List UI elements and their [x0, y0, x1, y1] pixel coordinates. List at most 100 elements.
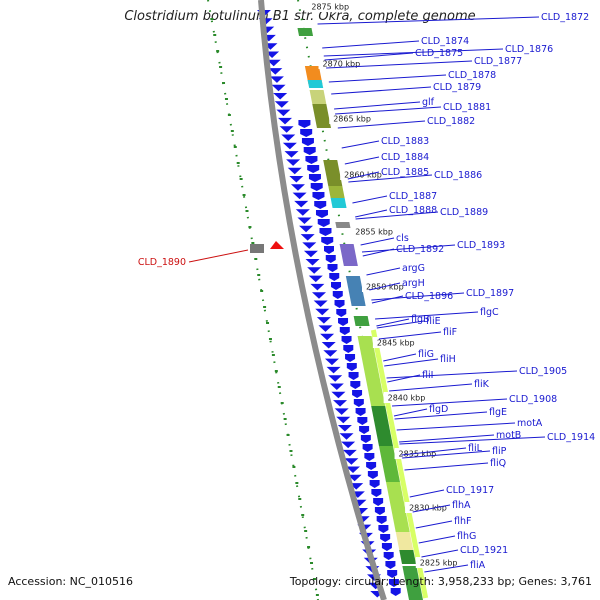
genome-backbone [258, 0, 387, 600]
gene-label: flgD [429, 404, 448, 415]
gene-block [319, 228, 332, 236]
ring-dash [312, 578, 316, 580]
gene-label: motA [517, 418, 543, 429]
gene-label: fliG [418, 349, 434, 360]
ring-dash [236, 162, 240, 164]
gene-leader [387, 374, 421, 383]
ring-dash [227, 114, 231, 116]
gene-leader [355, 209, 388, 218]
ring-dash [248, 226, 252, 228]
gene-arrow [329, 383, 344, 390]
outer-dotted-ring [207, 0, 319, 600]
ring-dash [245, 210, 249, 212]
gene-label: CLD_1917 [446, 485, 494, 496]
gene-arrow [286, 159, 301, 166]
gene-leader [369, 282, 401, 291]
topology-label: Topology: circular; Length: 3,958,233 bp… [289, 575, 592, 588]
kbp-tick-label: 2855 kbp [355, 228, 393, 237]
gene-label: CLD_1888 [389, 205, 437, 216]
gene-arrow [324, 358, 339, 366]
gene-arrow [328, 375, 343, 382]
gene-label: CLD_1921 [460, 545, 508, 556]
gene-arrow [299, 225, 314, 233]
gene-arrow [339, 433, 354, 440]
gene-leader [378, 331, 442, 340]
gene-block [310, 183, 323, 191]
gene-arrow [269, 76, 284, 83]
gc-segment [323, 160, 343, 186]
gene-label: cls [396, 233, 409, 244]
gene-block [380, 534, 391, 542]
kbp-tick-label: 2835 kbp [399, 450, 437, 459]
gene-arrow [281, 134, 296, 141]
tick-bg [340, 169, 385, 180]
gene-leader [334, 101, 421, 110]
gene-leader [322, 40, 420, 49]
gene-label: flhG [457, 531, 476, 542]
gc-segment [353, 316, 370, 326]
gene-label: argG [402, 263, 425, 274]
gene-label: CLD_1897 [466, 288, 514, 299]
gene-block [360, 435, 371, 443]
gene-block [387, 570, 398, 578]
ring-dash [274, 370, 278, 372]
ring-dash [292, 466, 296, 468]
gene-arrow [273, 93, 288, 100]
gene-block [331, 282, 342, 290]
gene-arrow [334, 408, 349, 415]
gene-block [312, 192, 325, 200]
ring-dash [283, 418, 287, 420]
gene-block [325, 255, 336, 263]
gene-label: flhF [454, 516, 471, 527]
gene-block [359, 426, 370, 434]
gene-leader [376, 318, 410, 327]
gene-leader [366, 267, 401, 276]
gene-arrow [274, 101, 289, 108]
tick-bg [351, 226, 396, 237]
ring-dash [216, 50, 220, 52]
gene-label: CLD_1872 [541, 12, 589, 23]
gene-leader [399, 436, 546, 445]
ring-dash [251, 242, 255, 244]
gc-segment [357, 336, 386, 406]
gene-block [376, 516, 387, 524]
gene-leader [347, 171, 380, 180]
gc-segment [335, 222, 351, 228]
gene-leader [371, 295, 404, 304]
ring-dash [304, 530, 308, 532]
gene-leader [335, 106, 442, 115]
gene-block [300, 129, 313, 137]
kbp-tick-label: 2860 kbp [344, 171, 382, 180]
gene-label: CLD_1892 [396, 244, 444, 255]
gene-block [355, 408, 366, 416]
gene-block [367, 471, 378, 479]
gene-block [345, 354, 356, 362]
gene-label: CLD_1879 [433, 82, 481, 93]
gene-leader [402, 450, 491, 459]
gene-leader [337, 120, 426, 129]
gene-block [298, 120, 311, 128]
gene-arrow [320, 333, 335, 341]
gene-leader [324, 52, 414, 61]
gene-leader [421, 549, 459, 558]
gene-leader [341, 140, 380, 149]
ring-dash [260, 290, 264, 292]
ring-dash [233, 146, 237, 148]
gene-arrow [278, 117, 293, 125]
gc-segment [402, 566, 424, 600]
gene-leader [371, 292, 465, 301]
kbp-tick-label: 2830 kbp [409, 504, 447, 513]
gene-leader [409, 489, 445, 498]
ring-dash [280, 402, 284, 404]
kbp-tick-label: 2870 kbp [323, 60, 361, 69]
tick-bg [318, 58, 363, 69]
gene-block [303, 147, 316, 155]
gene-label: CLD_1908 [509, 394, 557, 405]
gene-arrow [321, 342, 336, 349]
gene-label: CLD_1883 [381, 136, 429, 147]
gene-label: CLD_1893 [457, 240, 505, 251]
gene-label: argH [402, 278, 425, 289]
gene-label: CLD_1889 [440, 207, 488, 218]
gene-block [321, 237, 334, 245]
